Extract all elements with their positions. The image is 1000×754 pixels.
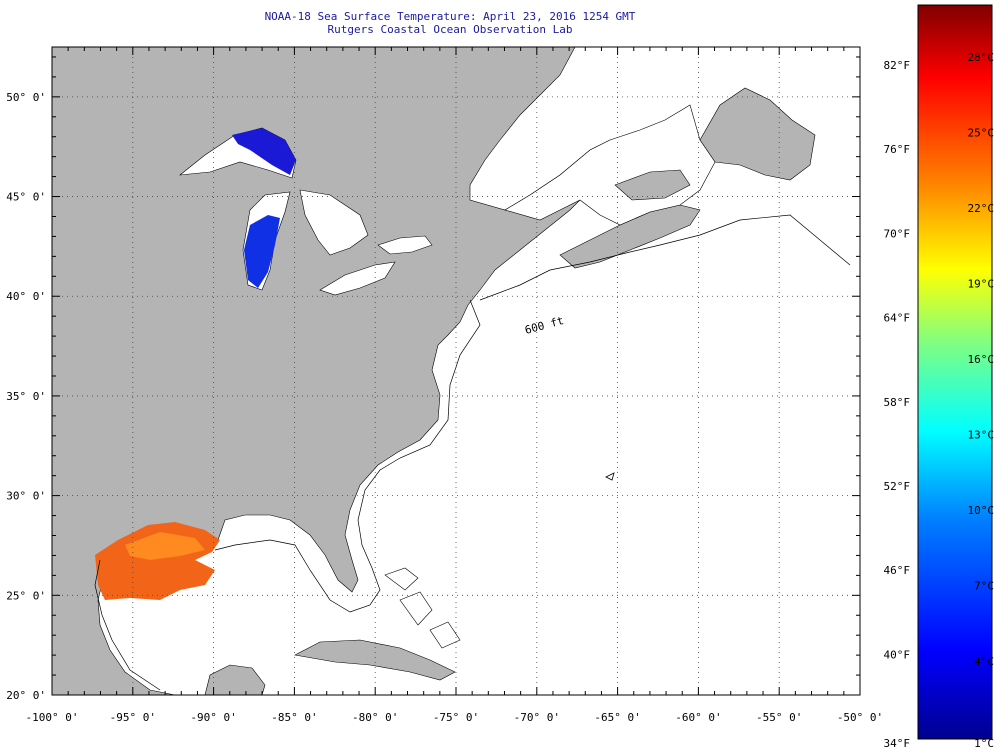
depth-contour-600ft [214, 214, 851, 613]
colorbar-celsius-label: 16°C [968, 353, 995, 366]
colorbar [917, 4, 993, 740]
gaspe-in-gulf [614, 169, 691, 201]
map-subtitle: Rutgers Coastal Ocean Observation Lab [327, 23, 573, 36]
lat-tick-label: 30° 0' [6, 490, 46, 503]
gulf-of-mexico-sst-warm [125, 532, 205, 560]
lat-tick-label: 35° 0' [6, 390, 46, 403]
colorbar-fahrenheit-label: 70°F [884, 227, 911, 240]
colorbar-fahrenheit-label: 34°F [884, 737, 911, 750]
lon-tick-label: -100° 0' [26, 711, 79, 724]
lon-tick-label: -55° 0' [756, 711, 802, 724]
colorbar-celsius-label: 7°C [974, 580, 994, 593]
lon-tick-label: -80° 0' [352, 711, 398, 724]
colorbar-celsius-label: 10°C [968, 504, 995, 517]
colorbar-fahrenheit-label: 82°F [884, 59, 911, 72]
colorbar-fahrenheit-label: 58°F [884, 396, 911, 409]
lake-ontario [377, 235, 433, 255]
map-ticks: -100° 0' -95° 0' -90° 0' -85° 0' -80° 0' -75°… [6, 47, 883, 724]
lake-erie [319, 261, 396, 296]
colorbar-celsius-label: 25°C [968, 127, 995, 140]
map-frame [51, 46, 861, 696]
cuba-land [294, 639, 456, 681]
lake-huron [299, 189, 369, 256]
colorbar-celsius-label: 19°C [968, 278, 995, 291]
map-title: NOAA-18 Sea Surface Temperature: April 2… [264, 10, 636, 23]
lat-tick-label: 40° 0' [6, 290, 46, 303]
colorbar-fahrenheit-label: 46°F [884, 564, 911, 577]
colorbar-celsius-label: 1°C [974, 737, 994, 750]
colorbar-celsius-label: 13°C [968, 429, 995, 442]
colorbar-labels: 82°F 76°F 70°F 64°F 58°F 52°F 46°F 40°F 34°F 28°C… [884, 51, 995, 750]
lat-tick-label: 20° 0' [6, 689, 46, 702]
lat-tick-label: 45° 0' [6, 191, 46, 204]
lon-tick-label: -90° 0' [190, 711, 236, 724]
lon-tick-label: -50° 0' [837, 711, 883, 724]
colorbar-celsius-label: 4°C [974, 655, 994, 668]
lake-michigan-sst [244, 215, 280, 288]
lake-superior-sst [232, 128, 296, 175]
lon-tick-label: -65° 0' [594, 711, 640, 724]
lat-tick-label: 50° 0' [6, 91, 46, 104]
colorbar-celsius-label: 22°C [968, 202, 995, 215]
colorbar-fahrenheit-label: 52°F [884, 480, 911, 493]
lon-tick-label: -70° 0' [514, 711, 560, 724]
yucatan-land [204, 664, 266, 695]
bahamas-outline [384, 567, 461, 649]
colorbar-fahrenheit-label: 40°F [884, 648, 911, 661]
lon-tick-label: -75° 0' [433, 711, 479, 724]
bermuda-outline [605, 472, 615, 481]
nova-scotia-land [559, 204, 701, 269]
colorbar-fahrenheit-label: 76°F [884, 143, 911, 156]
lat-tick-label: 25° 0' [6, 589, 46, 602]
map-grid [52, 47, 860, 695]
lon-tick-label: -85° 0' [271, 711, 317, 724]
newfoundland-land [699, 87, 816, 181]
lon-tick-label: -95° 0' [110, 711, 156, 724]
lon-tick-label: -60° 0' [675, 711, 721, 724]
gulf-contour [94, 559, 161, 691]
colorbar-celsius-label: 28°C [968, 51, 995, 64]
colorbar-fahrenheit-label: 64°F [884, 312, 911, 325]
